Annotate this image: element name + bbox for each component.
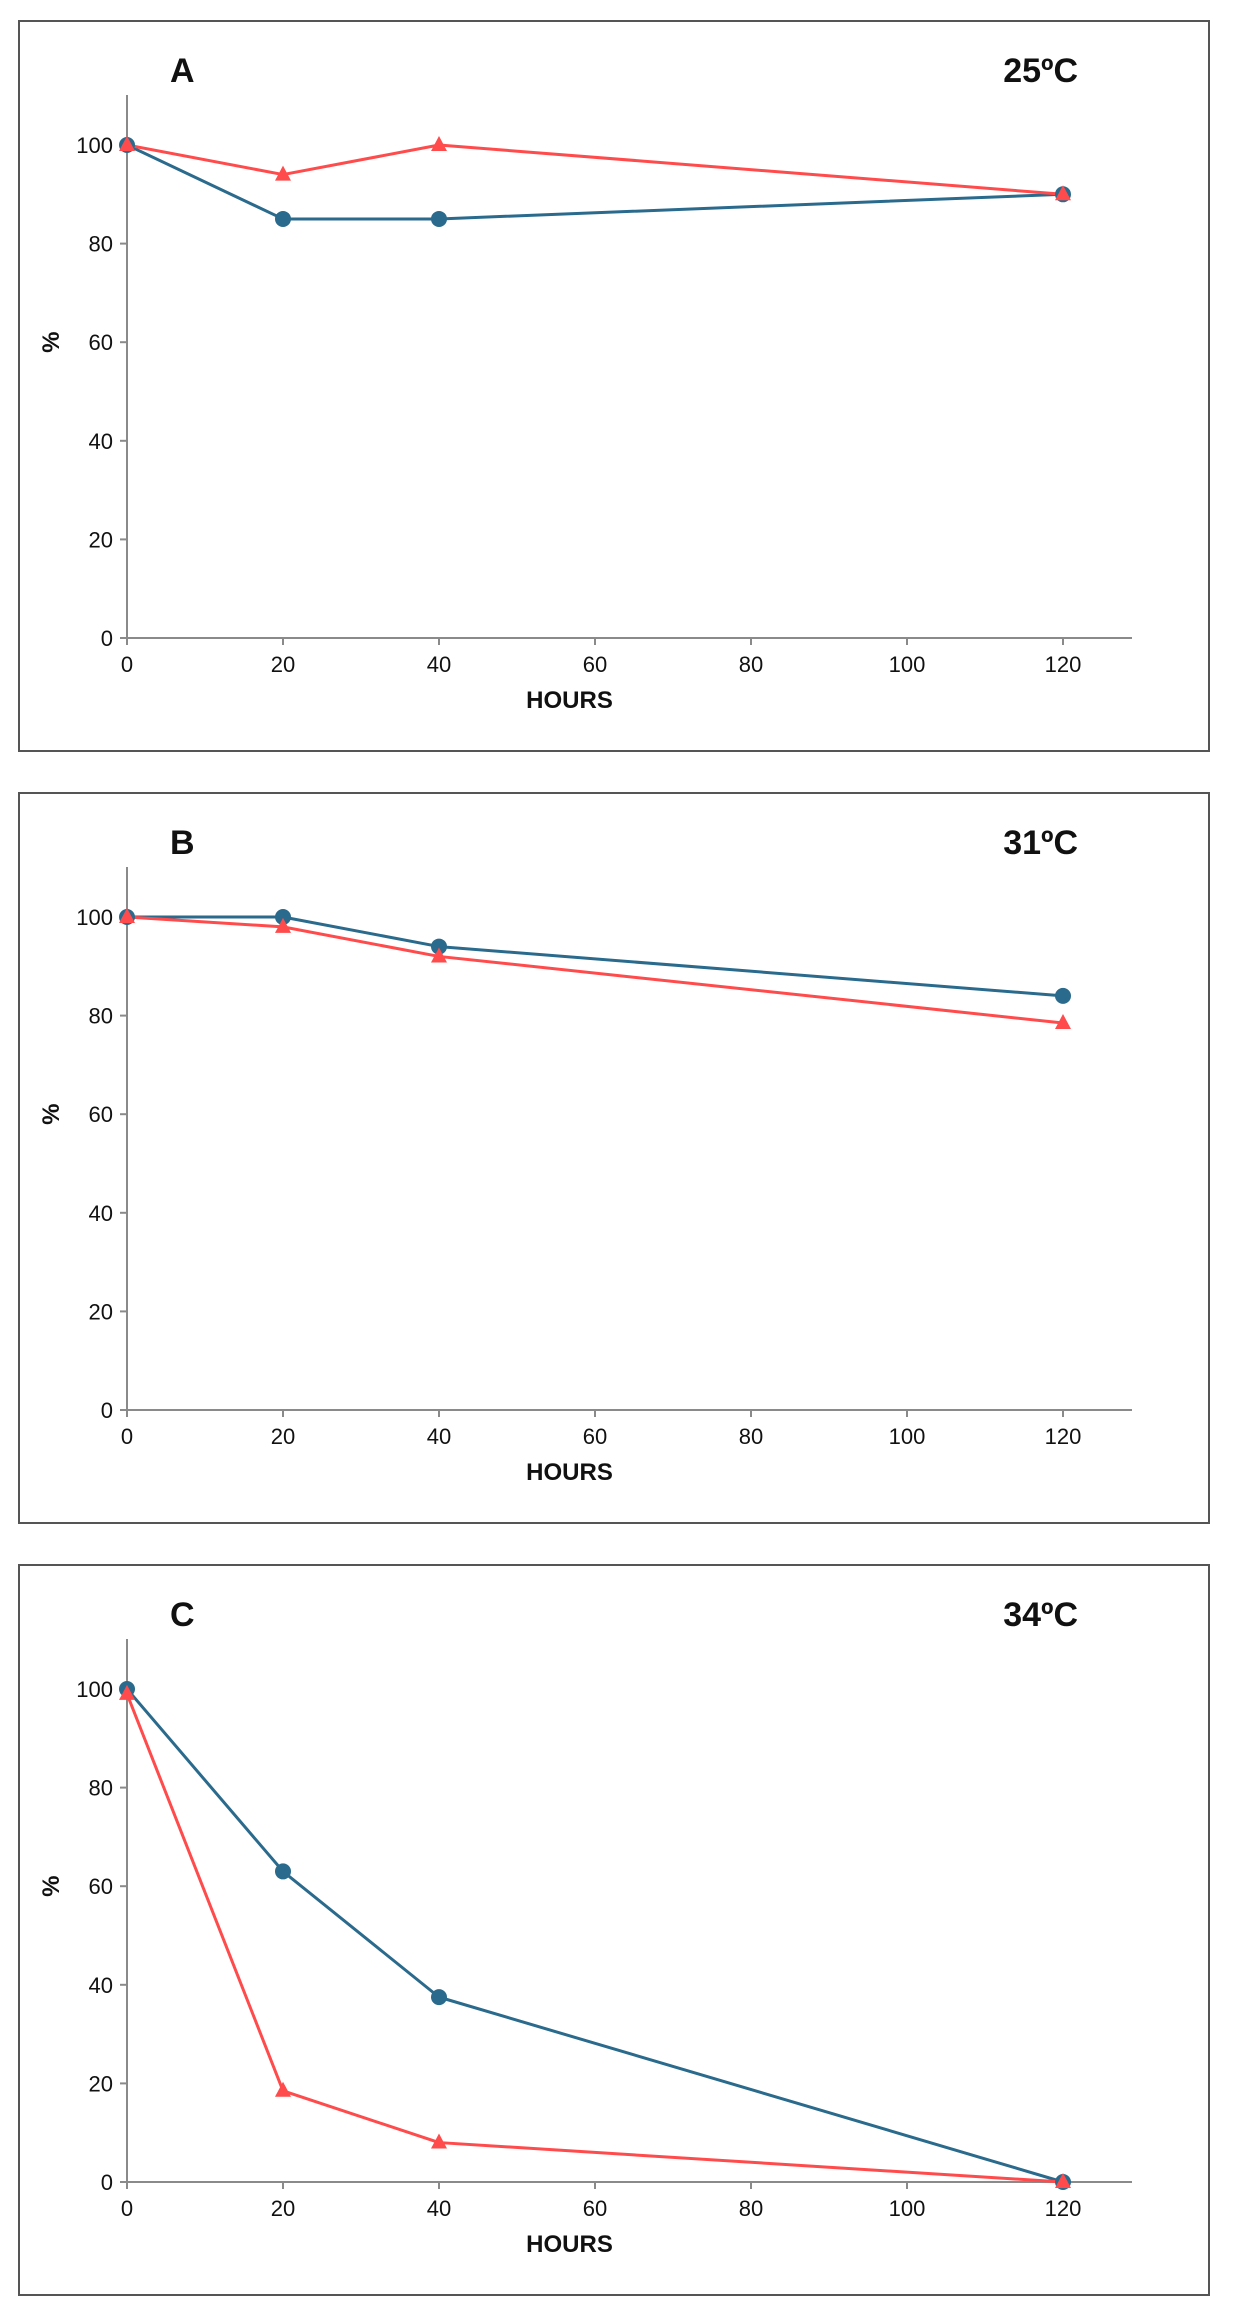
data-point-circle	[275, 909, 291, 925]
y-axis-title: %	[38, 332, 65, 353]
data-point-circle	[275, 210, 291, 227]
x-tick-label: 20	[271, 652, 295, 677]
x-tick-label: 20	[271, 1424, 295, 1449]
x-tick-label: 100	[889, 652, 926, 677]
panel-label: A	[170, 52, 195, 90]
x-tick-label: 40	[427, 652, 451, 677]
x-tick-label: 40	[427, 2196, 451, 2221]
chart-panel-a: 0 20 40 60 80 100 0 20 40 60 80 100 120 HOURS% A 25ºC	[18, 20, 1210, 752]
y-tick-label: 100	[76, 133, 113, 158]
y-tick-label: 20	[89, 2071, 113, 2096]
data-point-triangle	[119, 908, 135, 923]
series-line-red-triangles	[126, 143, 1064, 196]
data-point-circle	[431, 210, 447, 227]
series-line-blue-circles	[126, 143, 1064, 221]
series-line-blue-circles	[127, 915, 1064, 998]
chart-c: 0 20 40 60 80 100 0 20 40 60 80 100 120 HOURS% C 34ºC	[38, 1596, 1132, 2258]
y-tick-label: 80	[89, 1776, 113, 1801]
x-tick-label: 40	[427, 1424, 451, 1449]
x-axis-title: HOURS	[526, 1459, 613, 1486]
y-tick-label: 40	[89, 1973, 113, 1998]
panel-label: B	[170, 824, 195, 862]
series-line-red-triangles	[126, 915, 1064, 1025]
data-point-circle	[275, 1863, 291, 1880]
data-point-triangle	[275, 917, 291, 933]
y-tick-label: 80	[89, 232, 113, 257]
x-axis-title: HOURS	[526, 2231, 613, 2258]
data-point-circle	[431, 1989, 447, 2006]
x-tick-label: 80	[739, 1424, 763, 1449]
y-tick-label: 60	[89, 1102, 113, 1127]
chart-title: 25ºC	[1003, 52, 1078, 90]
x-tick-label: 60	[583, 652, 607, 677]
y-tick-label: 40	[89, 1201, 113, 1226]
x-tick-label: 120	[1045, 1424, 1082, 1449]
series-line-blue-circles	[125, 1688, 1064, 2184]
chart-panel-b: 0 20 40 60 80 100 0 20 40 60 80 100 120 HOURS% B 31ºC	[18, 792, 1210, 1524]
y-tick-label: 60	[89, 330, 113, 355]
data-point-triangle	[275, 165, 291, 181]
x-tick-label: 60	[583, 1424, 607, 1449]
x-tick-label: 120	[1045, 2196, 1082, 2221]
chart-title: 31ºC	[1003, 824, 1078, 862]
x-axis-title: HOURS	[526, 687, 613, 714]
data-point-triangle	[1055, 1013, 1071, 1029]
y-tick-label: 20	[89, 1299, 113, 1324]
data-point-triangle	[275, 2081, 291, 2097]
chart-title: 34ºC	[1003, 1596, 1078, 1634]
x-tick-label: 0	[121, 1424, 133, 1449]
data-point-triangle	[1055, 185, 1071, 201]
y-tick-label: 20	[89, 527, 113, 552]
y-axis-title: %	[38, 1876, 65, 1897]
series-line-red-triangles	[125, 1693, 1064, 2184]
panel-label: C	[170, 1596, 195, 1634]
chart-b: 0 20 40 60 80 100 0 20 40 60 80 100 120 HOURS% B 31ºC	[38, 824, 1132, 1486]
data-point-triangle	[431, 136, 447, 151]
y-tick-label: 0	[101, 1398, 113, 1423]
y-axis-title: %	[38, 1104, 65, 1125]
data-point-circle	[1055, 987, 1071, 1004]
y-tick-label: 0	[101, 626, 113, 651]
data-point-triangle	[119, 1684, 135, 1700]
data-point-triangle	[431, 2133, 447, 2149]
chart-a: 0 20 40 60 80 100 0 20 40 60 80 100 120 HOURS% A 25ºC	[38, 52, 1132, 714]
y-tick-label: 100	[76, 905, 113, 930]
data-point-triangle	[1055, 2173, 1071, 2188]
x-tick-label: 0	[121, 652, 133, 677]
x-tick-label: 20	[271, 2196, 295, 2221]
data-point-triangle	[431, 947, 447, 963]
chart-panel-c: 0 20 40 60 80 100 0 20 40 60 80 100 120 HOURS% C 34ºC	[18, 1564, 1210, 2296]
x-tick-label: 80	[739, 2196, 763, 2221]
x-tick-label: 80	[739, 652, 763, 677]
x-tick-label: 100	[889, 1424, 926, 1449]
x-tick-label: 60	[583, 2196, 607, 2221]
x-tick-label: 100	[889, 2196, 926, 2221]
y-tick-label: 0	[101, 2170, 113, 2195]
y-tick-label: 40	[89, 429, 113, 454]
x-tick-label: 120	[1045, 652, 1082, 677]
y-tick-label: 80	[89, 1004, 113, 1029]
data-point-circle	[431, 938, 447, 955]
x-tick-label: 0	[121, 2196, 133, 2221]
data-point-triangle	[119, 136, 135, 151]
y-tick-label: 60	[89, 1874, 113, 1899]
y-tick-label: 100	[76, 1677, 113, 1702]
